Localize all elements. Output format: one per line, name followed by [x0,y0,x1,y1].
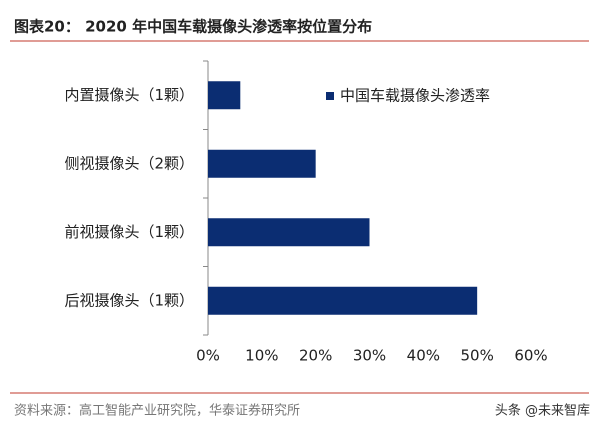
x-tick-label: 10% [245,347,278,365]
chart-title: 图表20： 2020 年中国车载摄像头渗透率按位置分布 [14,18,372,36]
legend-swatch [326,92,334,100]
x-tick-label: 40% [407,347,440,365]
y-tick-label: 后视摄像头（1颗） [64,291,194,309]
bar [208,149,316,178]
x-tick-label: 50% [460,347,493,365]
x-tick-label: 0% [196,347,220,365]
bar [208,286,478,315]
bar [208,81,241,110]
legend-label: 中国车载摄像头渗透率 [340,87,490,105]
y-tick-label: 内置摄像头（1颗） [64,86,194,104]
x-tick-label: 20% [299,347,332,365]
x-tick-label: 60% [514,347,547,365]
source-note: 资料来源：高工智能产业研究院，华泰证券研究所 [14,403,300,419]
y-tick-label: 侧视摄像头（2颗） [64,154,194,172]
bar [208,218,370,247]
watermark: 头条 @未来智库 [495,403,590,419]
x-tick-label: 30% [353,347,386,365]
y-tick-label: 前视摄像头（1颗） [64,223,194,241]
